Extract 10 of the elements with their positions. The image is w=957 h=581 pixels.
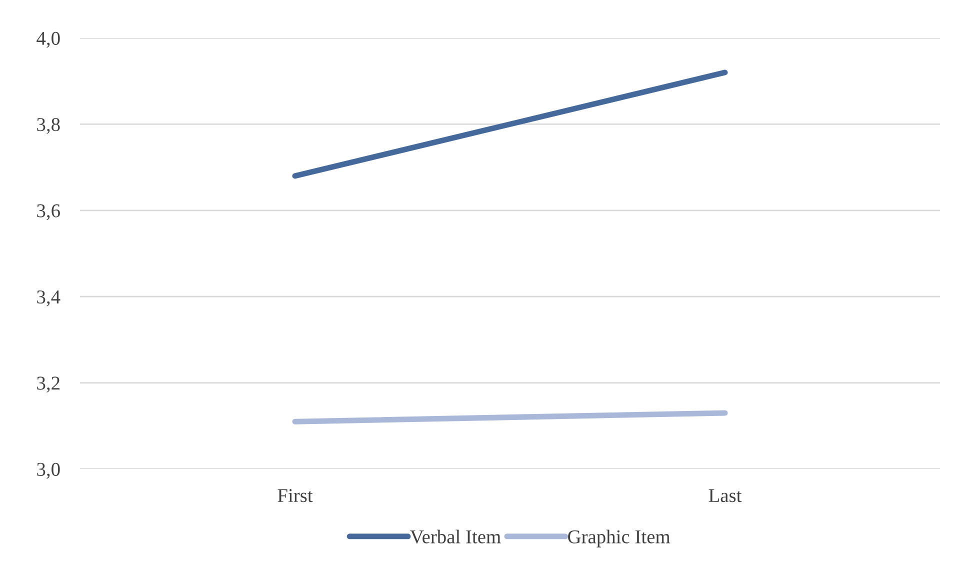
- legend-label: Graphic Item: [568, 530, 670, 548]
- y-tick-label: 3,2: [37, 376, 60, 393]
- x-tick-label: Last: [708, 489, 742, 502]
- y-tick-label: 3,0: [37, 462, 60, 479]
- y-tick-label: 3,6: [37, 204, 60, 220]
- y-tick-label: 3,4: [37, 290, 60, 306]
- y-tick-label: 3,8: [37, 118, 60, 134]
- x-tick-label: First: [278, 489, 313, 502]
- legend-label: Verbal Item: [410, 530, 501, 544]
- y-tick-label: 4,0: [36, 32, 60, 48]
